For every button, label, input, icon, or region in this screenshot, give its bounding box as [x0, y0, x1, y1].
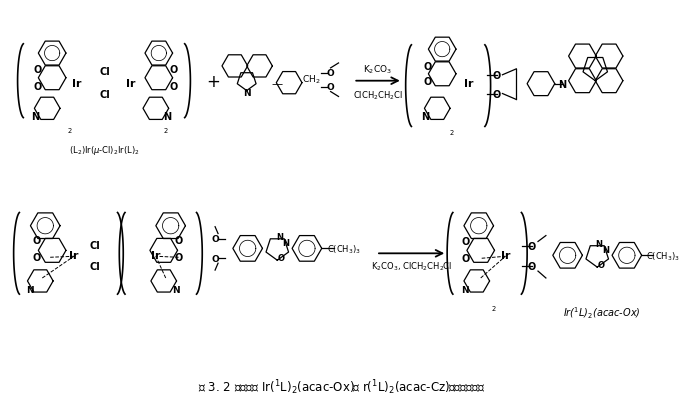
Text: $_2$: $_2$ [67, 126, 73, 136]
Text: O: O [32, 236, 41, 246]
Text: O: O [211, 234, 219, 243]
Text: O: O [170, 65, 178, 75]
Text: N: N [172, 285, 179, 294]
Text: +: + [206, 72, 220, 90]
Text: N: N [32, 112, 39, 122]
Text: O: O [33, 65, 41, 75]
Text: Ir: Ir [464, 79, 473, 88]
Text: Ir: Ir [126, 79, 136, 88]
Text: O: O [327, 83, 335, 92]
Text: N: N [559, 79, 567, 90]
Text: N: N [602, 245, 609, 254]
Text: O: O [493, 71, 501, 81]
Text: Ir: Ir [69, 251, 78, 261]
Text: O: O [170, 81, 178, 91]
Text: K$_2$CO$_3$: K$_2$CO$_3$ [363, 63, 392, 76]
Text: N: N [282, 238, 290, 247]
Text: CH$_2$: CH$_2$ [302, 73, 320, 86]
Text: O: O [528, 242, 536, 252]
Text: —: — [272, 79, 283, 88]
Text: N: N [25, 285, 33, 294]
Text: O: O [174, 236, 183, 246]
Text: Ir: Ir [72, 79, 82, 88]
Text: N: N [164, 112, 172, 122]
Text: Ir: Ir [501, 251, 510, 261]
Text: O: O [327, 69, 335, 78]
Text: $_2$: $_2$ [491, 303, 497, 313]
Text: O: O [423, 76, 431, 86]
Text: (L$_2$)Ir($\mu$-Cl)$_2$Ir(L)$_2$: (L$_2$)Ir($\mu$-Cl)$_2$Ir(L)$_2$ [69, 144, 140, 157]
Text: O: O [598, 260, 605, 269]
Text: N: N [275, 232, 283, 241]
Text: O: O [174, 253, 183, 263]
Text: Cl: Cl [89, 241, 100, 251]
Text: N: N [421, 112, 429, 122]
Text: O: O [33, 81, 41, 91]
Text: O: O [462, 237, 470, 247]
Text: N: N [243, 89, 251, 98]
Text: O: O [211, 254, 219, 263]
Text: Cl: Cl [99, 89, 110, 99]
Text: O: O [493, 89, 501, 99]
Text: 图 3. 2 为配合物 Ir($^{1}$L)$_{2}$(acac-Ox)和 r($^{1}$L)$_{2}$(acac-Cz)的合成路线图: 图 3. 2 为配合物 Ir($^{1}$L)$_{2}$(acac-Ox)和 … [198, 377, 485, 396]
Text: Cl: Cl [99, 67, 110, 76]
Text: Cl: Cl [89, 261, 100, 272]
Text: K$_2$CO$_3$, ClCH$_2$CH$_2$Cl: K$_2$CO$_3$, ClCH$_2$CH$_2$Cl [371, 260, 452, 273]
Text: $_2$: $_2$ [163, 126, 168, 136]
Text: ClCH$_2$CH$_2$Cl: ClCH$_2$CH$_2$Cl [353, 89, 403, 101]
Text: C(CH$_3$)$_3$: C(CH$_3$)$_3$ [646, 249, 680, 262]
Text: O: O [423, 62, 431, 72]
Text: Ir($^1$L)$_2$(acac-Ox): Ir($^1$L)$_2$(acac-Ox) [563, 305, 641, 320]
Text: O: O [528, 261, 536, 272]
Text: O: O [278, 253, 284, 262]
Text: O: O [32, 253, 41, 263]
Text: N: N [461, 285, 469, 294]
Text: C(CH$_3$)$_3$: C(CH$_3$)$_3$ [328, 243, 361, 255]
Text: O: O [462, 254, 470, 264]
Text: Ir: Ir [151, 251, 161, 261]
Text: N: N [596, 239, 602, 248]
Text: $_2$: $_2$ [449, 128, 455, 138]
